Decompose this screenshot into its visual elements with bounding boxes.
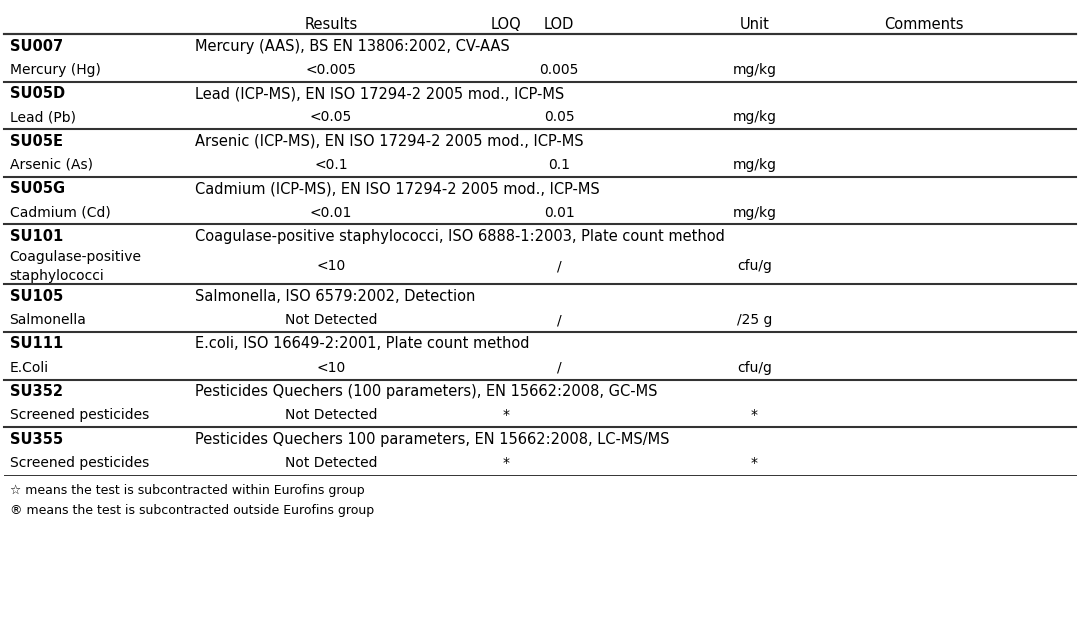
Text: Lead (ICP-MS), EN ISO 17294-2 2005 mod., ICP-MS: Lead (ICP-MS), EN ISO 17294-2 2005 mod.,… — [194, 86, 564, 101]
Text: Coagulase-positive
staphylococci: Coagulase-positive staphylococci — [10, 250, 141, 283]
Text: *: * — [751, 456, 758, 470]
Text: cfu/g: cfu/g — [737, 361, 772, 375]
Text: 0.005: 0.005 — [540, 63, 579, 77]
Text: LOQ: LOQ — [490, 17, 521, 32]
Text: mg/kg: mg/kg — [732, 158, 777, 172]
Text: /: / — [557, 259, 562, 273]
Text: Not Detected: Not Detected — [285, 456, 377, 470]
Text: mg/kg: mg/kg — [732, 63, 777, 77]
Text: mg/kg: mg/kg — [732, 205, 777, 219]
Text: SU352: SU352 — [10, 384, 63, 399]
Text: <0.1: <0.1 — [314, 158, 348, 172]
Text: Arsenic (ICP-MS), EN ISO 17294-2 2005 mod., ICP-MS: Arsenic (ICP-MS), EN ISO 17294-2 2005 mo… — [194, 134, 583, 149]
Text: Mercury (AAS), BS EN 13806:2002, CV-AAS: Mercury (AAS), BS EN 13806:2002, CV-AAS — [194, 39, 510, 54]
Text: Coagulase-positive staphylococci, ISO 6888-1:2003, Plate count method: Coagulase-positive staphylococci, ISO 68… — [194, 229, 725, 244]
Text: ® means the test is subcontracted outside Eurofins group: ® means the test is subcontracted outsid… — [10, 504, 374, 517]
Text: <0.01: <0.01 — [310, 205, 352, 219]
Text: Pesticides Quechers 100 parameters, EN 15662:2008, LC-MS/MS: Pesticides Quechers 100 parameters, EN 1… — [194, 432, 670, 446]
Text: SU05D: SU05D — [10, 86, 65, 101]
Text: /: / — [557, 313, 562, 327]
Text: SU355: SU355 — [10, 432, 63, 446]
Text: Unit: Unit — [740, 17, 769, 32]
Text: /: / — [557, 361, 562, 375]
Text: *: * — [751, 408, 758, 422]
Text: Not Detected: Not Detected — [285, 408, 377, 422]
Text: Salmonella: Salmonella — [10, 313, 86, 327]
Text: <10: <10 — [316, 259, 346, 273]
Text: Lead (Pb): Lead (Pb) — [10, 110, 76, 124]
Text: /25 g: /25 g — [737, 313, 772, 327]
Text: Cadmium (Cd): Cadmium (Cd) — [10, 205, 110, 219]
Text: SU05G: SU05G — [10, 181, 65, 197]
Text: 0.1: 0.1 — [549, 158, 570, 172]
Text: Results: Results — [305, 17, 357, 32]
Text: ☆ means the test is subcontracted within Eurofins group: ☆ means the test is subcontracted within… — [10, 484, 364, 497]
Text: Pesticides Quechers (100 parameters), EN 15662:2008, GC-MS: Pesticides Quechers (100 parameters), EN… — [194, 384, 658, 399]
Text: Cadmium (ICP-MS), EN ISO 17294-2 2005 mod., ICP-MS: Cadmium (ICP-MS), EN ISO 17294-2 2005 mo… — [194, 181, 599, 197]
Text: <0.05: <0.05 — [310, 110, 352, 124]
Text: Comments: Comments — [883, 17, 963, 32]
Text: 0.05: 0.05 — [544, 110, 575, 124]
Text: mg/kg: mg/kg — [732, 110, 777, 124]
Text: Arsenic (As): Arsenic (As) — [10, 158, 93, 172]
Text: cfu/g: cfu/g — [737, 259, 772, 273]
Text: SU101: SU101 — [10, 229, 63, 244]
Text: E.Coli: E.Coli — [10, 361, 49, 375]
Text: Screened pesticides: Screened pesticides — [10, 408, 149, 422]
Text: SU007: SU007 — [10, 39, 63, 54]
Text: Salmonella, ISO 6579:2002, Detection: Salmonella, ISO 6579:2002, Detection — [194, 289, 475, 304]
Text: Not Detected: Not Detected — [285, 313, 377, 327]
Text: SU105: SU105 — [10, 289, 63, 304]
Text: E.coli, ISO 16649-2:2001, Plate count method: E.coli, ISO 16649-2:2001, Plate count me… — [194, 337, 529, 351]
Text: *: * — [502, 408, 509, 422]
Text: Screened pesticides: Screened pesticides — [10, 456, 149, 470]
Text: 0.01: 0.01 — [544, 205, 575, 219]
Text: LOD: LOD — [544, 17, 575, 32]
Text: SU111: SU111 — [10, 337, 63, 351]
Text: *: * — [502, 456, 509, 470]
Text: Mercury (Hg): Mercury (Hg) — [10, 63, 100, 77]
Text: SU05E: SU05E — [10, 134, 63, 149]
Text: <10: <10 — [316, 361, 346, 375]
Text: <0.005: <0.005 — [306, 63, 356, 77]
